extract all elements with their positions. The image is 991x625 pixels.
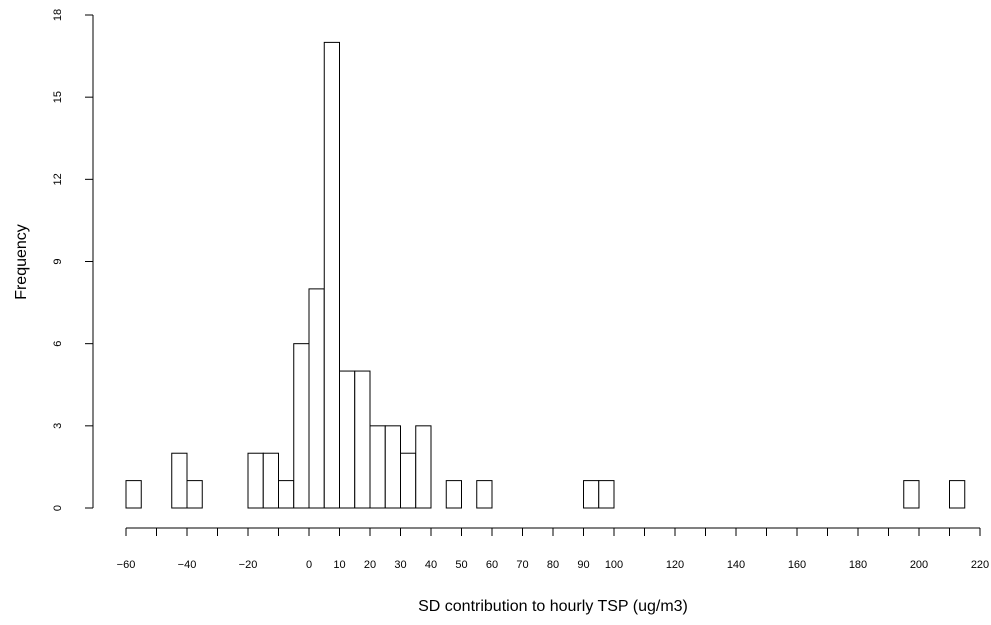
histogram-bar [125, 480, 142, 509]
histogram-bar [384, 425, 401, 509]
x-tick-label: 120 [666, 559, 684, 571]
x-tick-label: 50 [455, 559, 467, 571]
histogram-bar [354, 370, 371, 509]
histogram-bar [323, 41, 340, 509]
y-tick-label: 0 [52, 505, 64, 511]
x-tick-label: 40 [425, 559, 437, 571]
histogram-bar [369, 425, 386, 509]
x-tick-label: 200 [910, 559, 928, 571]
histogram-bar [293, 343, 310, 509]
y-axis-title: Frequency [13, 224, 30, 300]
x-tick-label: 80 [547, 559, 559, 571]
histogram-bars [125, 41, 966, 509]
x-tick-label: 20 [364, 559, 376, 571]
x-tick-label: 160 [788, 559, 806, 571]
histogram-bar [339, 370, 356, 509]
x-tick-label: −20 [239, 559, 258, 571]
x-tick-label: 70 [516, 559, 528, 571]
x-tick-label: 0 [306, 559, 312, 571]
histogram-bar [583, 480, 600, 509]
histogram-bar [415, 425, 432, 509]
y-tick-label: 6 [52, 341, 64, 347]
histogram-bar [400, 452, 417, 509]
x-axis: −60 −40 −20 0 10 20 30 40 50 60 70 80 90 100 120 140 160… [117, 527, 989, 571]
histogram-bar [308, 288, 325, 509]
x-tick-label: 60 [486, 559, 498, 571]
histogram-bar [247, 452, 264, 509]
y-tick-label: 3 [52, 423, 64, 429]
x-tick-label: −40 [178, 559, 197, 571]
histogram-bar [903, 480, 920, 509]
x-tick-label: 30 [394, 559, 406, 571]
x-tick-label: 90 [577, 559, 589, 571]
histogram-bar [278, 480, 295, 509]
y-tick-label: 12 [52, 173, 64, 185]
y-tick-label: 15 [52, 91, 64, 103]
histogram-bar [445, 480, 462, 509]
y-tick-label: 9 [52, 258, 64, 264]
histogram-bar [476, 480, 493, 509]
y-axis: 0 3 6 9 12 15 18 [52, 9, 94, 511]
histogram-bar [262, 452, 279, 509]
x-tick-label: 180 [849, 559, 867, 571]
x-axis-title: SD contribution to hourly TSP (ug/m3) [418, 598, 688, 615]
x-tick-label: 10 [333, 559, 345, 571]
histogram-bar [186, 480, 203, 509]
x-tick-label: 220 [971, 559, 989, 571]
histogram-bar [949, 480, 966, 509]
x-tick-label: 100 [605, 559, 623, 571]
y-tick-label: 18 [52, 9, 64, 21]
x-tick-label: 140 [727, 559, 745, 571]
x-tick-label: −60 [117, 559, 136, 571]
histogram-bar [171, 452, 188, 509]
histogram-bar [598, 480, 615, 509]
